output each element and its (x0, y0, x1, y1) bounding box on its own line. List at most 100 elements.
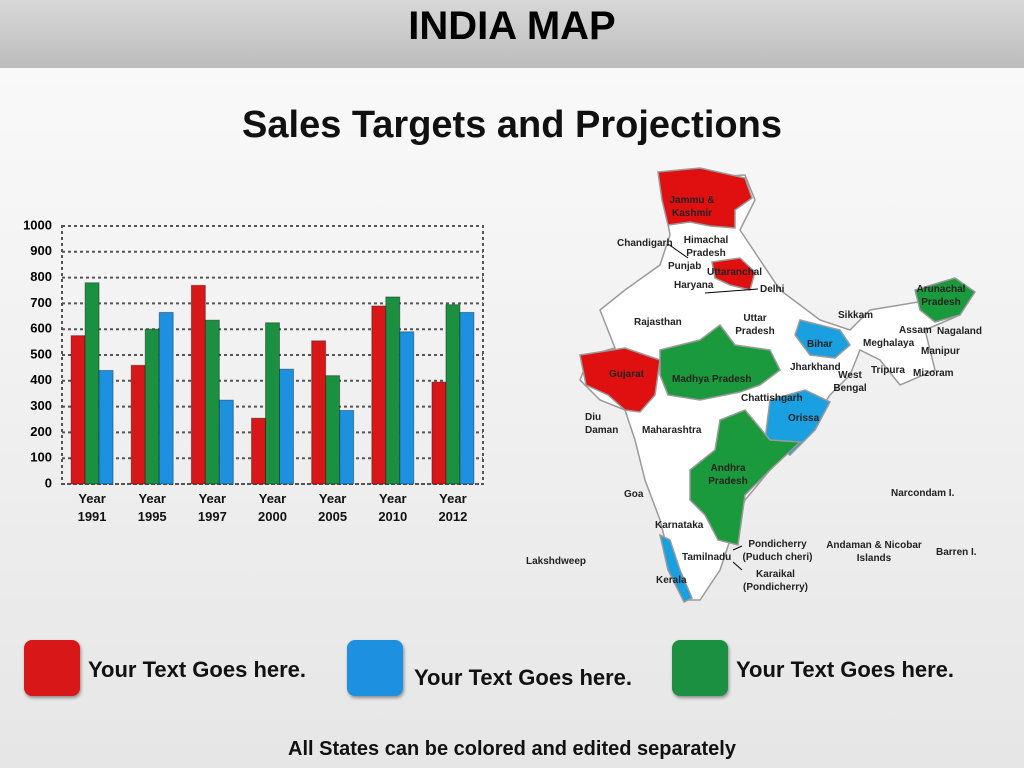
map-label: Jharkhand (790, 362, 841, 373)
x-tick-label: Year 2005 (318, 491, 348, 524)
region-arunachal (914, 277, 977, 323)
legend-swatch (24, 640, 80, 696)
leader (704, 288, 759, 294)
map-label: Uttar Pradesh (735, 313, 775, 337)
map-label: Lakshdweep (526, 556, 587, 567)
map-label: Karaikal (Pondicherry) (742, 569, 808, 593)
y-tick-label: 200 (30, 424, 52, 439)
bar (311, 340, 327, 485)
x-tick-label: Year 1991 (77, 491, 107, 524)
map-label: Arunachal Pradesh (916, 284, 966, 308)
map-label: Jammu & Kashmir (669, 195, 715, 219)
slide-title: INDIA MAP (408, 4, 616, 48)
map-label: Nagaland (937, 326, 983, 337)
map-label: Andaman & Nicobar Islands (826, 540, 922, 564)
bar (158, 311, 174, 485)
y-tick-label: 300 (30, 398, 52, 413)
india-map (579, 167, 977, 604)
map-label: Himachal Pradesh (683, 235, 729, 259)
map-label: Manipur (921, 346, 960, 357)
map-label: Orissa (788, 413, 820, 424)
map-label: Maharashtra (642, 425, 702, 436)
y-tick-label: 700 (30, 295, 52, 310)
legend-text: Your Text Goes here. (736, 657, 955, 682)
bar (399, 331, 415, 485)
legend-text: Your Text Goes here. (88, 657, 307, 682)
bar (339, 409, 355, 485)
y-tick-label: 900 (30, 243, 52, 258)
y-tick-label: 0 (45, 475, 52, 490)
map-label: Barren I. (936, 547, 977, 558)
region-bihar (794, 319, 851, 359)
map-label: Goa (624, 489, 644, 500)
bar (70, 335, 86, 485)
bar (279, 368, 294, 485)
header-bar (0, 0, 1024, 68)
map-label: Assam (899, 325, 932, 336)
region-madhya-pradesh (659, 323, 781, 401)
map-label: Meghalaya (863, 338, 915, 349)
map-label: Kerala (656, 575, 687, 586)
y-tick-label: 600 (30, 321, 52, 336)
bar (459, 311, 475, 485)
x-tick-label: Year 2012 (438, 491, 468, 524)
map-label: Karnataka (655, 520, 704, 531)
map-label: Diu Daman (585, 412, 619, 436)
y-tick-label: 800 (30, 269, 52, 284)
footer-note: All States can be colored and edited sep… (288, 738, 736, 760)
map-label: Andhra Pradesh (708, 463, 748, 487)
x-tick-label: Year 2010 (378, 491, 408, 524)
bar (251, 417, 266, 485)
x-tick-label: Year 2000 (258, 491, 287, 524)
map-label: Rajasthan (634, 317, 682, 328)
bar (431, 381, 447, 485)
bar (265, 322, 280, 485)
map-label: Delhi (760, 284, 785, 295)
chart-title: Sales Targets and Projections (242, 104, 782, 146)
bar (325, 375, 341, 485)
legend-swatch (672, 640, 728, 696)
map-label: Narcondam I. (891, 488, 955, 499)
map-label: Bihar (807, 339, 833, 350)
legend-swatch (347, 640, 403, 696)
region-jammu-kashmir (657, 167, 753, 229)
bar (98, 369, 114, 485)
leader (667, 243, 689, 259)
map-label: Chandigarh (617, 238, 673, 249)
y-tick-label: 100 (30, 450, 52, 465)
leader-lines (667, 243, 759, 571)
map-label: Tripura (871, 365, 905, 376)
bar (385, 296, 401, 485)
y-tick-label: 1000 (23, 217, 52, 232)
bar (144, 328, 160, 485)
map-label: Gujarat (609, 369, 645, 380)
map-label: Punjab (668, 261, 702, 272)
map-label: Chattishgarh (741, 393, 803, 404)
region-gujarat (579, 347, 661, 413)
y-tick-label: 400 (30, 372, 52, 387)
map-label: Uttaranchal (707, 267, 763, 278)
map-label: Haryana (674, 280, 714, 291)
bar (445, 304, 461, 485)
region-kerala (658, 533, 693, 604)
bar (190, 284, 206, 485)
map-label: Mizoram (913, 368, 954, 379)
map-label: West Bengal (833, 370, 867, 394)
region-andhra-pradesh (689, 409, 802, 546)
map-label: Madhya Pradesh (672, 374, 752, 385)
bar (218, 399, 234, 485)
y-tick-label: 500 (30, 346, 52, 361)
bar (204, 319, 220, 485)
map-label: Tamilnadu (682, 552, 732, 563)
x-tick-label: Year 1995 (137, 491, 167, 524)
bar (84, 282, 100, 485)
leader (732, 561, 743, 571)
legend-text: Your Text Goes here. (414, 665, 633, 690)
map-label: Pondicherry (Puduch cheri) (742, 539, 813, 563)
leader (732, 545, 743, 551)
x-tick-label: Year 1997 (197, 491, 227, 524)
bar (371, 305, 387, 485)
map-label: Sikkam (838, 310, 874, 321)
